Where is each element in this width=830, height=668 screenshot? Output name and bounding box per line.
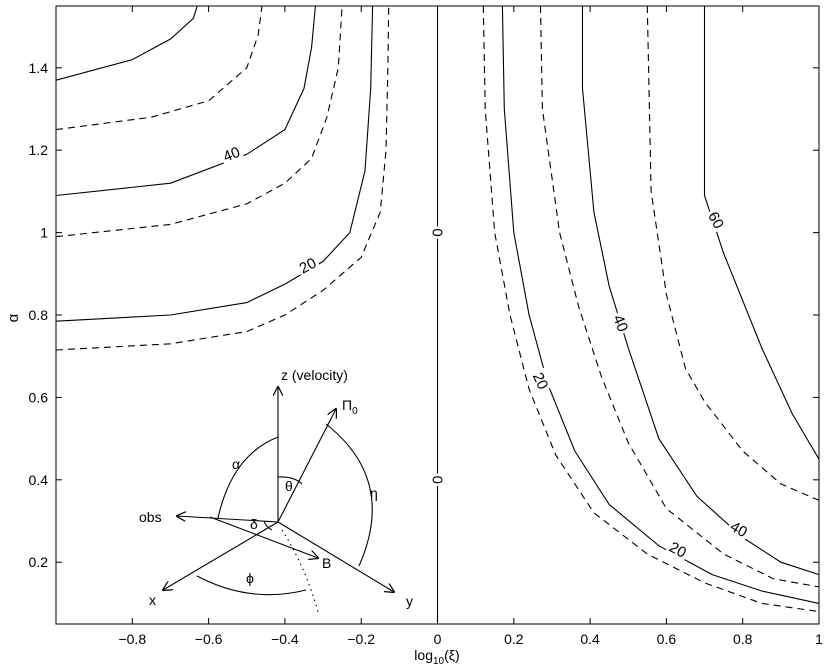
- theta-label: θ: [285, 478, 293, 494]
- y-tick-label: 0.4: [29, 472, 49, 488]
- contour-labels: 40 20 0 0 60 40 20 40 20: [218, 142, 753, 563]
- obs-arrow: [177, 516, 279, 523]
- contour-label: 60: [703, 206, 729, 234]
- x-tick-label: 0.6: [657, 631, 677, 647]
- contour-line-15-dashed: [482, 5, 820, 613]
- contour-label: 40: [725, 516, 753, 543]
- y-tick-label: 0.6: [29, 389, 49, 405]
- contour-label-text: 20: [529, 370, 551, 392]
- y-axis-arrow: [277, 521, 394, 592]
- contour-label: 20: [527, 367, 554, 395]
- x-tick-label: 0.8: [733, 631, 753, 647]
- obs-label: obs: [139, 509, 162, 525]
- contour-label-text: 0: [429, 228, 446, 236]
- x-label: x: [149, 592, 156, 608]
- y-tick-label: 1: [40, 225, 48, 241]
- contour-line-45-dashed: [55, 5, 263, 131]
- eta-label: η: [370, 485, 378, 501]
- contour-label-text: 20: [297, 255, 320, 278]
- contour-label-bg: [608, 310, 633, 337]
- contour-line-55-dashed: [646, 5, 820, 501]
- x-axis-label-sub: 10: [433, 656, 445, 667]
- contour-label: 0: [428, 473, 447, 487]
- b-arrow: [209, 516, 318, 558]
- x-tick-label: 0.2: [504, 631, 524, 647]
- contour-label-text: 40: [609, 312, 631, 334]
- contour-label-text: 40: [727, 518, 750, 541]
- pi0-arrow: [277, 409, 336, 523]
- contour-label-text: 0: [429, 476, 446, 484]
- contour-label-text: 60: [704, 209, 727, 232]
- x-axis-label-main: log: [414, 647, 433, 663]
- contour-line-20: [55, 5, 374, 322]
- contour-label-bg: [527, 367, 554, 395]
- x-tick-label: −0.6: [195, 631, 223, 647]
- x-axis-ticks: −0.8 −0.6 −0.4 −0.2 0 0.2 0.4 0.6 0.8 1: [118, 6, 823, 647]
- y-tick-label: 0.2: [29, 554, 49, 570]
- contour-line-35-dashed: [55, 5, 343, 238]
- eta-arc: [325, 423, 373, 567]
- contour-label-bg: [664, 536, 692, 563]
- projection-dotted-line: [281, 529, 319, 613]
- contour-label-bg: [218, 142, 245, 167]
- contour-label-text: 40: [221, 144, 243, 166]
- contour-line-40: [55, 5, 316, 197]
- contour-line-60: [703, 6, 820, 460]
- contour-label-bg: [725, 516, 753, 543]
- alpha-arc: [217, 436, 279, 519]
- x-tick-label: −0.2: [347, 631, 375, 647]
- x-tick-label: −0.8: [118, 631, 146, 647]
- z-velocity-label: z (velocity): [281, 367, 348, 383]
- x-tick-label: 0.4: [580, 631, 600, 647]
- delta-arc: [263, 520, 273, 531]
- contour-label-bg: [428, 226, 447, 239]
- x-axis-label: log10(ξ): [414, 647, 459, 667]
- contour-label: 20: [294, 252, 322, 279]
- x-tick-label: 0: [434, 631, 442, 647]
- x-axis-label-tail: (ξ): [444, 647, 460, 663]
- y-axis-label: α: [5, 313, 22, 322]
- y-label: y: [406, 593, 413, 609]
- alpha-label: α: [232, 456, 240, 472]
- contour-label: 40: [608, 310, 633, 337]
- contour-label: 40: [218, 142, 245, 167]
- y-tick-label: 0.8: [29, 307, 49, 323]
- contour-line-15-dashed: [55, 5, 390, 351]
- y-tick-label: 1.4: [29, 60, 49, 76]
- contour-label-bg: [294, 252, 322, 279]
- theta-arc: [277, 476, 303, 485]
- y-axis-ticks: 0.2 0.4 0.6 0.8 1 1.2 1.4: [29, 60, 819, 570]
- phi-arc: [196, 575, 307, 596]
- contour-label-bg: [428, 473, 447, 487]
- contour-line-40: [581, 6, 820, 576]
- x-tick-label: −0.4: [271, 631, 299, 647]
- x-axis-arrow: [163, 521, 279, 590]
- pi0-label: Π0: [342, 397, 358, 417]
- contour-line-20: [501, 5, 820, 604]
- contour-label-bg: [703, 206, 729, 234]
- phi-label: ϕ: [246, 570, 254, 586]
- b-label: B: [322, 555, 331, 571]
- contour-label-text: 20: [666, 539, 689, 562]
- y-tick-label: 1.2: [29, 142, 49, 158]
- contour-lines: [55, 5, 820, 624]
- delta-label: δ: [250, 516, 258, 532]
- contour-line-35-dashed: [539, 5, 820, 588]
- x-tick-label: 1: [815, 631, 823, 647]
- contour-line-50: [55, 5, 198, 81]
- contour-label: 20: [664, 536, 692, 563]
- inset-diagram: z (velocity) Π0 obs x y B α θ η δ ϕ: [139, 367, 413, 613]
- contour-label: 0: [428, 226, 447, 239]
